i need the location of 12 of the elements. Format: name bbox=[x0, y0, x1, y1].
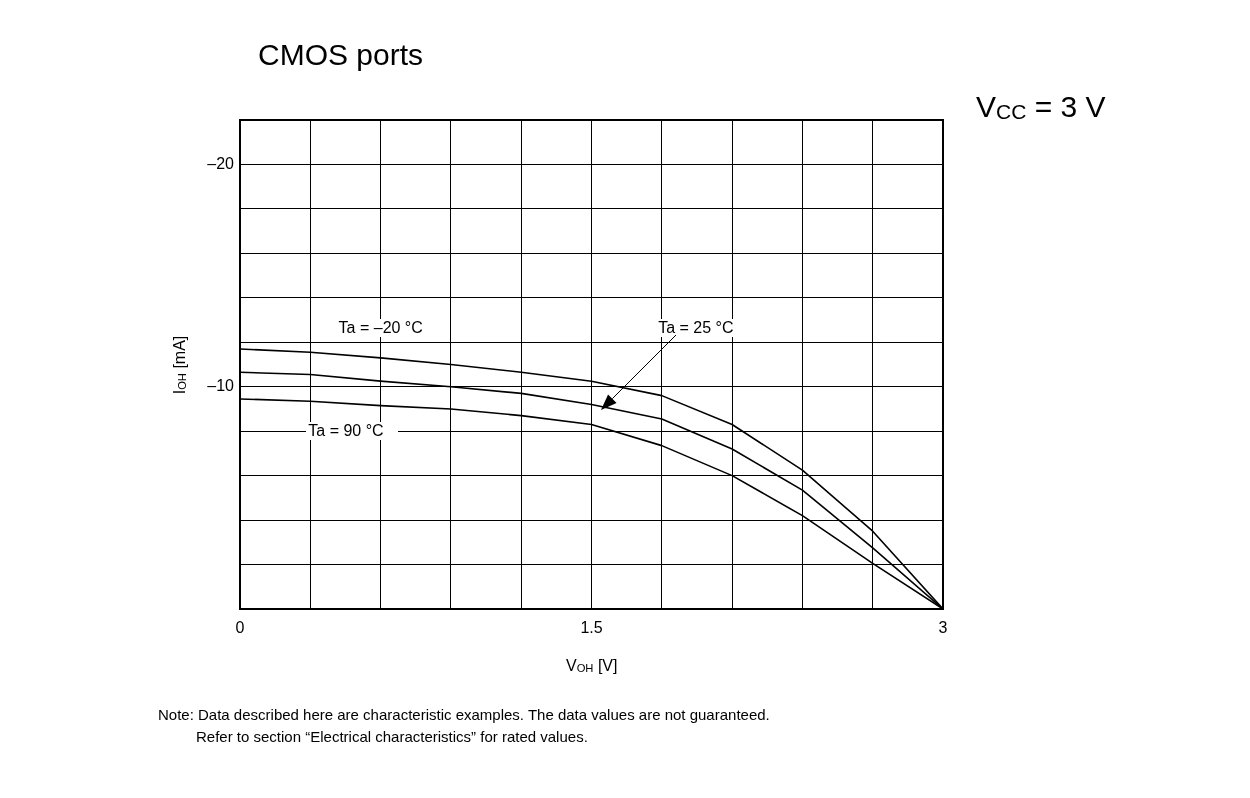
chart-title: CMOS ports bbox=[258, 38, 424, 72]
x-tick-label: 0 bbox=[235, 619, 245, 637]
text: Note: Data described here are characteristic examples. The data values are not guaranteed. Refer to section “Electrical characteristics” for rated values. bbox=[158, 705, 770, 747]
x-tick-label: 1.5 bbox=[580, 619, 603, 637]
x-tick-label: 3 bbox=[938, 619, 948, 637]
text: Ta = 25 °C bbox=[655, 318, 737, 337]
y-tick-label: –10 bbox=[207, 377, 235, 395]
series-label: Ta = –20 °C bbox=[335, 318, 426, 337]
series-label: Ta = 90 °C bbox=[306, 422, 398, 441]
y-tick-label: –20 bbox=[207, 154, 235, 172]
text: V$_{CC}$ = 3 V bbox=[976, 90, 1106, 124]
x-axis-title: V$_{OH}$ [V] bbox=[566, 657, 618, 675]
